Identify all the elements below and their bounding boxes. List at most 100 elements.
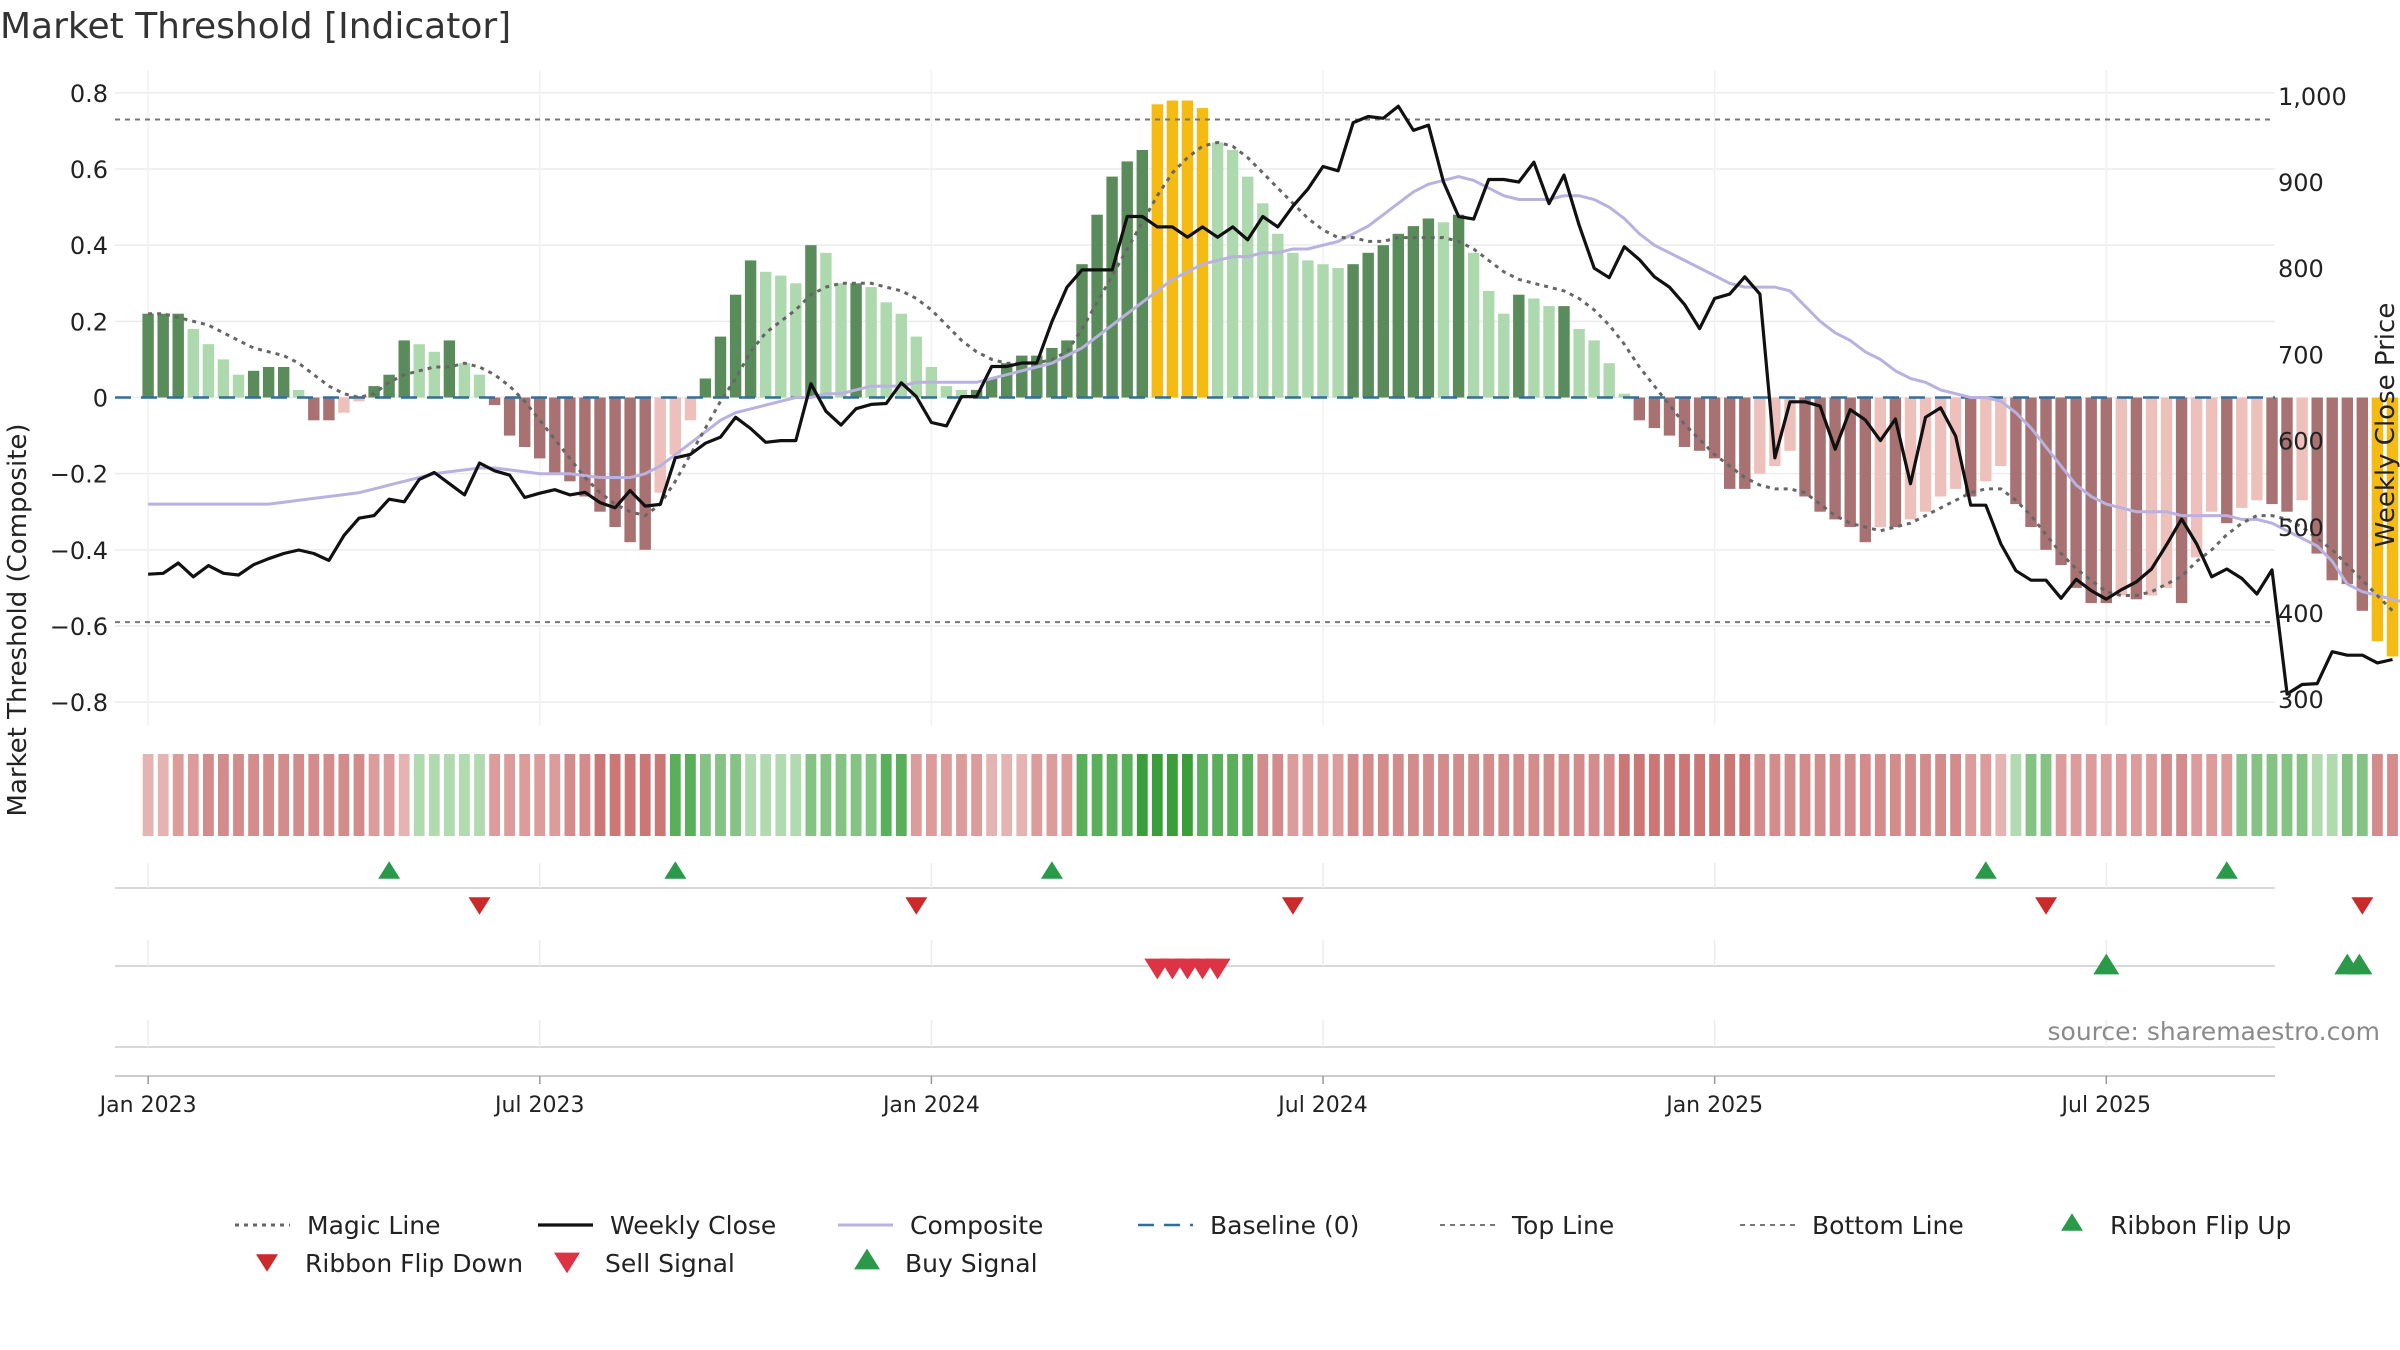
composite-bar: [247, 370, 260, 398]
threshold-lines: [115, 118, 2275, 624]
date-tick-label: Jul 2023: [493, 1093, 585, 1118]
composite-bar: [1573, 329, 1585, 398]
ribbon-cell: [278, 754, 290, 836]
ribbon-cell: [1302, 754, 1314, 836]
composite-bar: [1407, 226, 1420, 398]
composite-bar: [2386, 397, 2399, 657]
ribbon-flip-up-marker: [1040, 861, 1063, 879]
composite-bar: [2040, 397, 2052, 550]
ribbon-cell: [2040, 754, 2052, 836]
ribbon-cell: [1754, 754, 1766, 836]
ribbon-cell: [1874, 754, 1886, 836]
composite-bar: [1874, 397, 1886, 527]
ribbon-cell: [2070, 754, 2082, 836]
composite-bar: [1558, 306, 1570, 398]
composite-bar: [368, 386, 380, 398]
composite-bar: [2251, 397, 2263, 501]
left-tick-label: −0.4: [50, 537, 108, 565]
ribbon-cell: [1046, 754, 1058, 836]
ribbon-cell: [323, 754, 335, 836]
composite-bar: [910, 336, 922, 398]
ribbon-cell: [2085, 754, 2097, 836]
ribbon-cell: [926, 754, 937, 836]
composite-bar: [2341, 397, 2353, 585]
left-tick-label: −0.2: [50, 461, 108, 489]
ribbon-cell: [715, 754, 726, 836]
ribbon-cell: [579, 754, 591, 836]
ribbon-cell: [2221, 754, 2233, 836]
ribbon-cell: [685, 754, 696, 836]
ribbon-cell: [986, 754, 997, 836]
ribbon-cell: [1814, 754, 1826, 836]
composite-bar: [955, 389, 968, 398]
composite-bar: [1046, 348, 1058, 398]
legend-swatch-buy: [854, 1248, 880, 1270]
ribbon-cell: [1468, 754, 1479, 836]
left-tick-label: 0.2: [70, 308, 108, 336]
ribbon-cell: [2176, 754, 2187, 836]
ribbon-cell: [504, 754, 515, 836]
composite-bar: [1196, 108, 1209, 398]
ribbon-cell: [1588, 754, 1600, 836]
ribbon-cell: [2387, 754, 2398, 836]
composite-bar: [1498, 313, 1510, 398]
ribbon-cell: [353, 754, 365, 836]
ribbon-cell: [413, 754, 425, 836]
composite-bars: [142, 100, 2399, 657]
ribbon-cell: [1724, 754, 1736, 836]
ribbon-cell: [775, 754, 787, 836]
ribbon-cell: [308, 754, 320, 836]
date-axis: Jan 2023 Jul 2023 Jan 2024 Jul 2024 Jan 2025…: [98, 1076, 2151, 1118]
ribbon-cell: [1769, 754, 1781, 836]
composite-bar: [880, 302, 892, 398]
composite-bar: [609, 397, 621, 527]
composite-bar: [669, 397, 681, 455]
composite-bar: [2281, 397, 2293, 512]
composite-bar: [579, 397, 591, 497]
composite-bar: [323, 397, 335, 421]
weekly-close-line: [148, 104, 2393, 696]
ribbon-cell: [2206, 754, 2218, 836]
ribbon-cell: [2131, 754, 2142, 836]
ribbon-cell: [293, 754, 305, 836]
left-tick-label: −0.6: [50, 613, 108, 641]
composite-bar: [1980, 397, 1992, 482]
ribbon-cell: [1890, 754, 1901, 836]
composite-bar: [1302, 260, 1314, 398]
composite-bar: [2356, 397, 2368, 611]
ribbon-cell: [850, 754, 862, 836]
legend-label: Composite: [910, 1211, 1043, 1240]
composite-bar: [1001, 363, 1013, 398]
composite-bar: [202, 344, 215, 398]
ribbon-cell: [1543, 754, 1555, 836]
composite-bar: [805, 245, 817, 398]
composite-bar: [2206, 397, 2218, 512]
ribbon-cell: [1287, 754, 1299, 836]
left-tick-label: 0.4: [70, 232, 108, 260]
composite-bar: [1121, 161, 1133, 398]
ribbon-cell: [1558, 754, 1570, 836]
ribbon-cell: [609, 754, 621, 836]
composite-bar: [1919, 397, 1932, 512]
composite-bar: [714, 336, 727, 398]
composite-bar: [1211, 142, 1224, 398]
composite-bar: [1106, 176, 1118, 398]
legend-label: Ribbon Flip Down: [305, 1249, 523, 1278]
ribbon-cell: [2296, 754, 2308, 836]
composite-bar: [2236, 397, 2248, 508]
ribbon-cell: [1242, 754, 1254, 836]
ribbon-cell: [1423, 754, 1434, 836]
ribbon-cell: [2236, 754, 2248, 836]
left-tick-label: 0: [93, 385, 108, 413]
ribbon-cell: [1935, 754, 1946, 836]
ribbon-cell: [534, 754, 546, 836]
composite-bar: [2130, 397, 2143, 600]
left-tick-label: 0.6: [70, 156, 108, 184]
ribbon-cell: [2146, 754, 2157, 836]
ribbon-cell: [398, 754, 410, 836]
composite-bar: [2085, 397, 2097, 604]
ribbon-cell: [1664, 754, 1675, 836]
legend-label: Weekly Close: [610, 1211, 776, 1240]
ribbon-cell: [654, 754, 666, 836]
ribbon-cell: [157, 754, 169, 836]
